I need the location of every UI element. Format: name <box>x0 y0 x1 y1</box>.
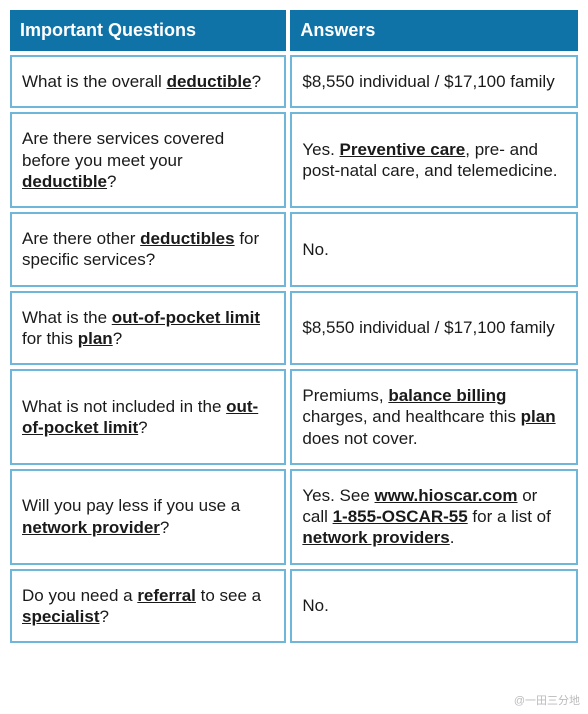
text-run: ? <box>138 418 147 437</box>
glossary-term: plan <box>521 407 556 426</box>
answer-cell: Yes. Preventive care, pre- and post-nata… <box>290 112 578 208</box>
glossary-term: referral <box>137 586 196 605</box>
text-run: ? <box>252 72 261 91</box>
glossary-term: network provider <box>22 518 160 537</box>
qa-table: Important Questions Answers What is the … <box>6 6 582 647</box>
text-run: $8,550 individual / $17,100 family <box>302 318 554 337</box>
text-run: Are there services covered before you me… <box>22 129 224 169</box>
answer-cell: No. <box>290 212 578 287</box>
question-cell: Are there other deductibles for specific… <box>10 212 286 287</box>
answer-cell: Yes. See www.hioscar.com or call 1-855-O… <box>290 469 578 565</box>
answer-cell: Premiums, balance billing charges, and h… <box>290 369 578 465</box>
text-run: Yes. See <box>302 486 374 505</box>
glossary-term: plan <box>78 329 113 348</box>
col-header-answers: Answers <box>290 10 578 51</box>
watermark-text: @一田三分地 <box>514 692 580 708</box>
answer-cell: $8,550 individual / $17,100 family <box>290 55 578 108</box>
question-cell: What is the out-of-pocket limit for this… <box>10 291 286 366</box>
table-row: Do you need a referral to see a speciali… <box>10 569 578 644</box>
text-run: for a list of <box>468 507 551 526</box>
question-cell: Do you need a referral to see a speciali… <box>10 569 286 644</box>
table-row: Are there services covered before you me… <box>10 112 578 208</box>
question-cell: Are there services covered before you me… <box>10 112 286 208</box>
glossary-term: Preventive care <box>340 140 466 159</box>
table-row: Will you pay less if you use a network p… <box>10 469 578 565</box>
glossary-term: network providers <box>302 528 449 547</box>
table-row: Are there other deductibles for specific… <box>10 212 578 287</box>
glossary-term: 1-855-OSCAR-55 <box>333 507 468 526</box>
text-run: Do you need a <box>22 586 137 605</box>
question-cell: Will you pay less if you use a network p… <box>10 469 286 565</box>
text-run: What is the overall <box>22 72 167 91</box>
table-row: What is the out-of-pocket limit for this… <box>10 291 578 366</box>
text-run: Yes. <box>302 140 339 159</box>
text-run: Are there other <box>22 229 140 248</box>
text-run: Premiums, <box>302 386 388 405</box>
glossary-term: deductible <box>22 172 107 191</box>
text-run: What is the <box>22 308 112 327</box>
glossary-term: specialist <box>22 607 100 626</box>
text-run: . <box>450 528 455 547</box>
glossary-term: deductibles <box>140 229 234 248</box>
text-run: ? <box>107 172 116 191</box>
glossary-term: deductible <box>167 72 252 91</box>
text-run: Will you pay less if you use a <box>22 496 240 515</box>
text-run: What is not included in the <box>22 397 226 416</box>
col-header-questions: Important Questions <box>10 10 286 51</box>
table-header-row: Important Questions Answers <box>10 10 578 51</box>
text-run: does not cover. <box>302 429 417 448</box>
text-run: ? <box>113 329 122 348</box>
text-run: $8,550 individual / $17,100 family <box>302 72 554 91</box>
text-run: No. <box>302 240 328 259</box>
question-cell: What is not included in the out-of-pocke… <box>10 369 286 465</box>
table-row: What is the overall deductible? $8,550 in… <box>10 55 578 108</box>
glossary-term: www.hioscar.com <box>375 486 518 505</box>
answer-cell: $8,550 individual / $17,100 family <box>290 291 578 366</box>
text-run: for this <box>22 329 78 348</box>
text-run: charges, and healthcare this <box>302 407 520 426</box>
text-run: ? <box>100 607 109 626</box>
answer-cell: No. <box>290 569 578 644</box>
table-body: What is the overall deductible? $8,550 in… <box>10 55 578 643</box>
glossary-term: out-of-pocket limit <box>112 308 260 327</box>
text-run: to see a <box>196 586 261 605</box>
question-cell: What is the overall deductible? <box>10 55 286 108</box>
table-row: What is not included in the out-of-pocke… <box>10 369 578 465</box>
text-run: No. <box>302 596 328 615</box>
glossary-term: balance billing <box>388 386 506 405</box>
text-run: ? <box>160 518 169 537</box>
